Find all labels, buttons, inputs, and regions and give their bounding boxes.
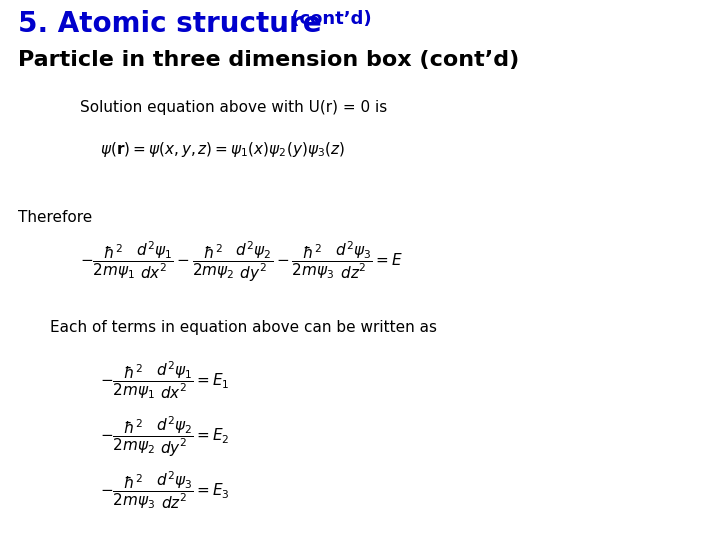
Text: Solution equation above with U(r) = 0 is: Solution equation above with U(r) = 0 is — [80, 100, 387, 115]
Text: (cont’d): (cont’d) — [285, 10, 372, 28]
Text: $-\dfrac{\hbar^2}{2m\psi_3}\dfrac{d^2\psi_3}{dz^2} = E_3$: $-\dfrac{\hbar^2}{2m\psi_3}\dfrac{d^2\ps… — [100, 470, 230, 511]
Text: 5. Atomic structure: 5. Atomic structure — [18, 10, 322, 38]
Text: Particle in three dimension box (cont’d): Particle in three dimension box (cont’d) — [18, 50, 519, 70]
Text: Therefore: Therefore — [18, 210, 92, 225]
Text: $-\dfrac{\hbar^2}{2m\psi_1}\dfrac{d^2\psi_1}{dx^2} - \dfrac{\hbar^2}{2m\psi_2}\d: $-\dfrac{\hbar^2}{2m\psi_1}\dfrac{d^2\ps… — [80, 240, 403, 284]
Text: $-\dfrac{\hbar^2}{2m\psi_1}\dfrac{d^2\psi_1}{dx^2} = E_1$: $-\dfrac{\hbar^2}{2m\psi_1}\dfrac{d^2\ps… — [100, 360, 230, 401]
Text: $-\dfrac{\hbar^2}{2m\psi_2}\dfrac{d^2\psi_2}{dy^2} = E_2$: $-\dfrac{\hbar^2}{2m\psi_2}\dfrac{d^2\ps… — [100, 415, 230, 459]
Text: $\psi(\mathbf{r}) = \psi(x, y, z) = \psi_1(x)\psi_2(y)\psi_3(z)$: $\psi(\mathbf{r}) = \psi(x, y, z) = \psi… — [100, 140, 345, 159]
Text: Each of terms in equation above can be written as: Each of terms in equation above can be w… — [50, 320, 437, 335]
